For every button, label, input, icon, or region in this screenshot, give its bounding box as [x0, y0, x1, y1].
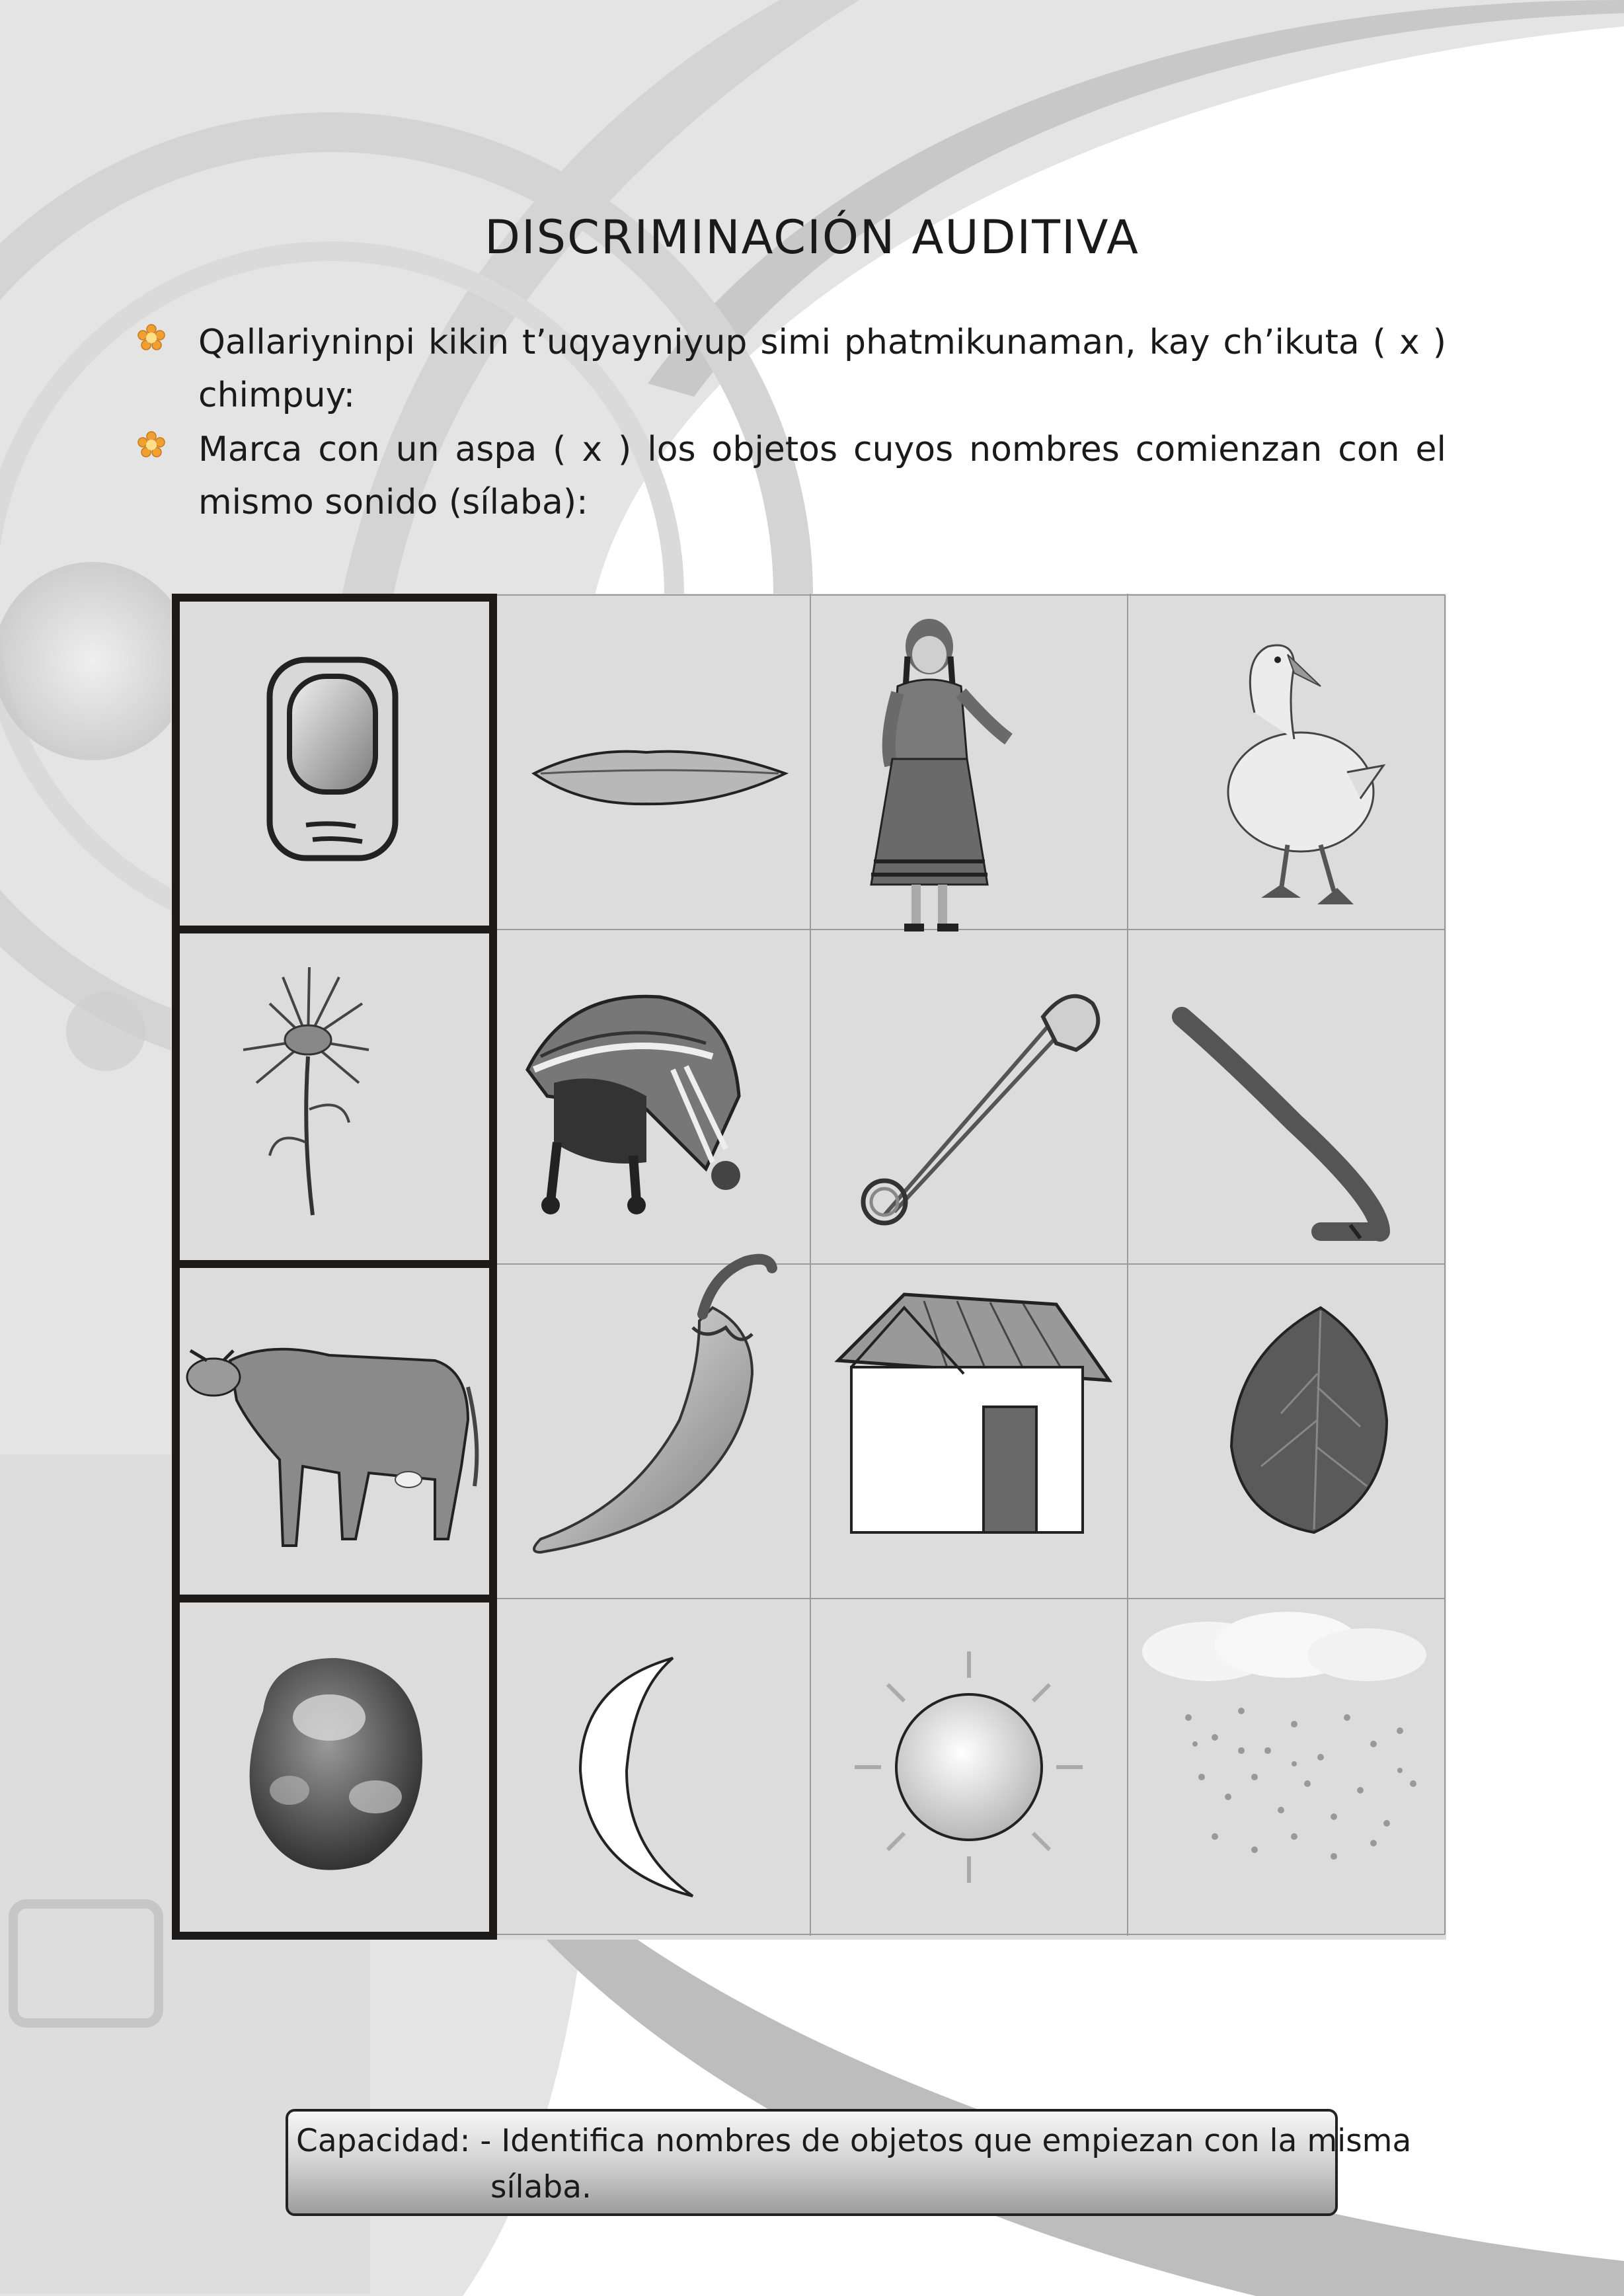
walking-stick-icon	[1172, 1007, 1390, 1242]
chullo-hat-icon	[525, 994, 741, 1214]
page-title: DISCRIMINACIÓN AUDITIVA	[484, 210, 1140, 264]
chili-pepper-icon	[533, 1253, 777, 1554]
capacity-box: Capacidad: - Identifica nombres de objet…	[286, 2109, 1411, 2216]
lips-icon	[531, 750, 789, 806]
instruction-quechua: Qallariyninpi kikin t’uqyayniyup simi ph…	[198, 323, 1446, 415]
flower-icon	[243, 967, 369, 1216]
house-icon	[834, 1292, 1113, 1534]
instruction-spanish: Marca con un aspa ( x ) los objetos cuyo…	[198, 430, 1446, 522]
capacity-line-1: Capacidad: - Identifica nombres de objet…	[296, 2118, 1411, 2164]
moon-icon	[578, 1657, 694, 1897]
cow-icon	[186, 1347, 479, 1547]
potato-icon	[249, 1658, 422, 1870]
picture-grid	[171, 594, 1446, 1940]
sun-icon	[855, 1651, 1083, 1883]
safety-pin-icon	[861, 994, 1101, 1226]
capacity-label: Capacidad: -	[296, 2123, 492, 2159]
fingernail-icon	[266, 656, 399, 861]
capacity-line-2: sílaba.	[490, 2169, 592, 2205]
capacity-text: Identifica nombres de objetos que empiez…	[501, 2123, 1412, 2159]
rain-icon	[1142, 1612, 1426, 1860]
duck-icon	[1227, 644, 1386, 904]
flower-bullet-icon	[137, 324, 165, 350]
girl-icon	[870, 619, 1013, 931]
flower-bullet-icon	[137, 431, 165, 457]
leaf-icon	[1229, 1306, 1389, 1534]
